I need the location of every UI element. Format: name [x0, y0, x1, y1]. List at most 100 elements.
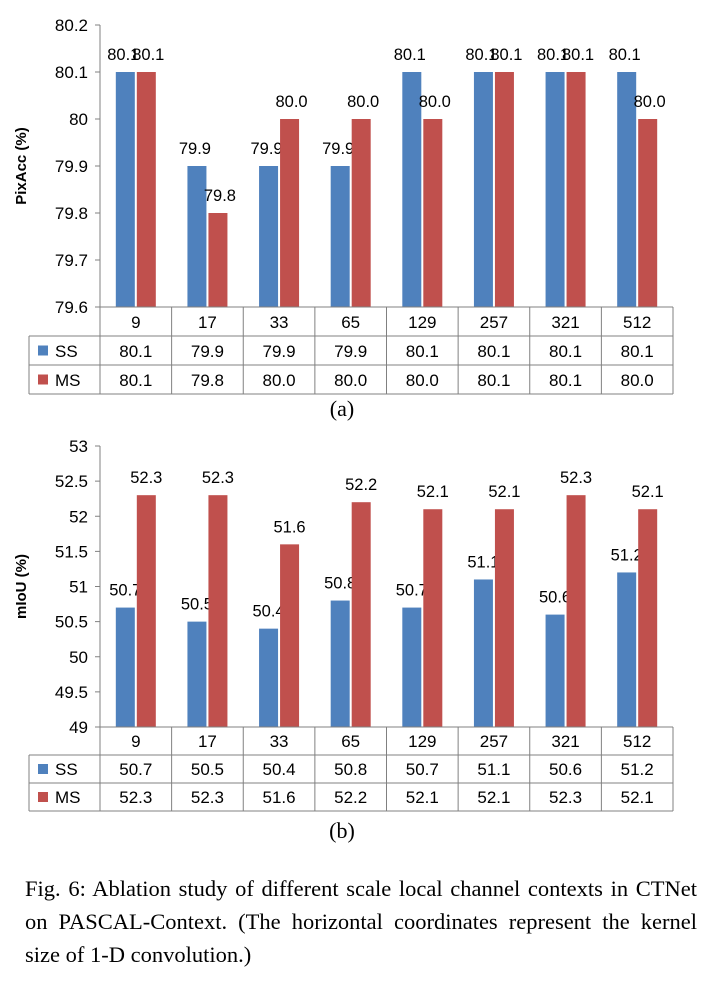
data-label-ms: 80.0: [419, 93, 451, 111]
data-label-ss: 80.1: [609, 46, 641, 64]
bar-ms: [351, 502, 371, 727]
table-cell: 50.8: [334, 760, 367, 779]
bar-ms: [280, 119, 300, 307]
bar-ms: [566, 495, 586, 727]
y-tick-label: 80: [69, 110, 88, 129]
x-tick-label: 257: [480, 732, 508, 751]
data-label-ms: 80.0: [634, 93, 666, 111]
y-tick-label: 52: [69, 507, 88, 526]
data-label-ss: 80.1: [394, 46, 426, 64]
data-label-ss: 50.7: [396, 582, 428, 600]
x-tick-label: 129: [408, 732, 436, 751]
table-cell: 52.3: [119, 788, 152, 807]
legend-label-ms: MS: [55, 788, 81, 807]
table-cell: 80.0: [621, 371, 654, 390]
x-tick-label: 65: [341, 732, 360, 751]
subfigure-label-b: (b): [329, 818, 355, 843]
bar-ms: [638, 509, 658, 727]
y-tick-label: 79.9: [55, 157, 88, 176]
bar-ms: [423, 509, 443, 727]
x-tick-label: 17: [198, 732, 217, 751]
y-tick-label: 80.1: [55, 63, 88, 82]
legend-label-ms: MS: [55, 371, 81, 390]
y-axis-title: PixAcc (%): [13, 127, 30, 205]
table-cell: 51.1: [477, 760, 510, 779]
data-label-ms: 52.1: [632, 483, 664, 501]
table-cell: 50.7: [119, 760, 152, 779]
bar-ms: [136, 72, 156, 307]
table-cell: 80.0: [406, 371, 439, 390]
x-tick-label: 33: [270, 313, 289, 332]
data-label-ms: 80.0: [276, 93, 308, 111]
bar-ms: [638, 119, 658, 307]
y-tick-label: 79.8: [55, 204, 88, 223]
bar-ms: [494, 72, 514, 307]
data-label-ms: 80.1: [562, 46, 594, 64]
y-tick-label: 51.5: [55, 542, 88, 561]
y-axis-title: mIoU (%): [13, 554, 30, 619]
table-cell: 52.3: [549, 788, 582, 807]
data-label-ss: 79.9: [251, 140, 283, 158]
data-label-ss: 51.2: [611, 546, 643, 564]
table-cell: 80.1: [477, 371, 510, 390]
table-cell: 52.3: [191, 788, 224, 807]
bar-ss: [330, 166, 350, 307]
table-cell: 80.1: [549, 371, 582, 390]
bar-ms: [494, 509, 514, 727]
data-label-ms: 52.2: [345, 476, 377, 494]
bar-ss: [473, 579, 493, 727]
bar-ss: [187, 166, 207, 307]
y-tick-label: 50.5: [55, 613, 88, 632]
data-label-ss: 79.9: [179, 140, 211, 158]
data-label-ms: 79.8: [204, 187, 236, 205]
table-cell: 51.6: [263, 788, 296, 807]
bar-ss: [402, 607, 422, 727]
legend-key-ss: [38, 345, 48, 356]
table-cell: 80.0: [334, 371, 367, 390]
miou-bar-chart: mIoU (%) 49 49.5 50 50.5 51 51.5 52 52.5 53 50.7 52…: [13, 437, 674, 812]
data-label-ss: 50.6: [539, 589, 571, 607]
bar-ss: [330, 600, 350, 727]
bar-ms: [423, 119, 443, 307]
x-tick-label: 65: [341, 313, 360, 332]
subfigure-label-a: (a): [329, 396, 355, 421]
x-tick-label: 9: [131, 313, 140, 332]
x-tick-label: 512: [623, 313, 651, 332]
x-tick-label: 257: [480, 313, 508, 332]
data-label-ss: 80.1: [537, 46, 569, 64]
bar-ms: [208, 213, 228, 307]
table-cell: 80.0: [263, 371, 296, 390]
bar-ss: [545, 614, 565, 727]
bar-ss: [259, 166, 279, 307]
y-tick-label: 53: [69, 437, 88, 456]
data-label-ms: 80.1: [490, 46, 522, 64]
x-tick-label: 17: [198, 313, 217, 332]
data-label-ss: 80.1: [107, 46, 139, 64]
data-label-ms: 52.3: [202, 469, 234, 487]
bar-ss: [187, 621, 207, 727]
bar-ss: [402, 72, 422, 307]
table-cell: 79.9: [191, 342, 224, 361]
table-cell: 52.1: [477, 788, 510, 807]
data-label-ss: 50.8: [324, 575, 356, 593]
y-tick-label: 80.2: [55, 16, 88, 35]
legend-key-ms: [38, 792, 48, 802]
figure-caption: Fig. 6: Ablation study of different scal…: [25, 876, 697, 967]
table-cell: 50.7: [406, 760, 439, 779]
data-label-ms: 52.3: [560, 469, 592, 487]
bar-ms: [351, 119, 371, 307]
x-tick-label: 33: [270, 732, 289, 751]
data-label-ss: 50.7: [109, 582, 141, 600]
table-cell: 80.1: [119, 371, 152, 390]
y-tick-label: 51: [69, 578, 88, 597]
data-label-ss: 50.5: [181, 596, 213, 614]
table-cell: 52.2: [334, 788, 367, 807]
table-cell: 51.2: [621, 760, 654, 779]
data-label-ms: 52.1: [488, 483, 520, 501]
y-tick-label: 50: [69, 648, 88, 667]
data-label-ss: 79.9: [322, 140, 354, 158]
bar-ms: [208, 495, 228, 727]
x-tick-label: 129: [408, 313, 436, 332]
data-label-ms: 80.0: [347, 93, 379, 111]
pixacc-bar-chart: PixAcc (%) 79.6 79.7 79.8 79.9 80 80.1 80.2 80.1…: [13, 16, 674, 395]
